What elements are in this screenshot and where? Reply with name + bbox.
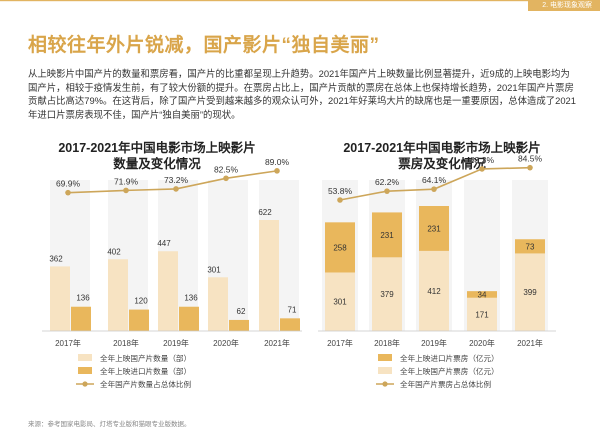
- left-bar-domestic-label: 402: [107, 247, 121, 256]
- right-bar-domestic-label: 412: [427, 287, 441, 296]
- right-bar-import-boxoffice: [372, 212, 402, 258]
- left-x-tick-label: 2018年: [113, 338, 139, 348]
- right-bar-import-boxoffice: [515, 239, 545, 254]
- right-bar-domestic-label: 301: [333, 298, 347, 307]
- right-bar-domestic-boxoffice: [515, 253, 545, 331]
- right-x-tick-label: 2020年: [469, 338, 495, 348]
- right-chart-title: 2017-2021年中国电影市场上映影片 票房及变化情况: [312, 140, 572, 172]
- left-x-tick-label: 2020年: [213, 338, 239, 348]
- right-percent-point: [479, 166, 485, 172]
- right-legend-swatch: [378, 354, 392, 361]
- right-bar-domestic-boxoffice: [419, 250, 449, 331]
- right-percent-label: 83.3%: [470, 155, 495, 165]
- left-percent-label: 69.9%: [56, 179, 81, 189]
- right-bar-import-boxoffice: [419, 206, 449, 251]
- right-bar-domestic-label: 171: [475, 310, 489, 319]
- right-percent-label: 53.8%: [328, 186, 353, 196]
- right-chart-title-line1: 2017-2021年中国电影市场上映影片: [343, 141, 541, 155]
- left-bar-domestic-label: 447: [157, 239, 171, 248]
- left-bar-import-count: [129, 309, 149, 331]
- left-percent-point: [274, 168, 280, 174]
- right-bar-import-label: 231: [380, 231, 394, 240]
- left-bar-import-count: [229, 319, 249, 331]
- left-bar-import-label: 120: [134, 297, 148, 306]
- left-bar-domestic-count: [50, 266, 70, 331]
- right-bar-domestic-boxoffice: [325, 272, 355, 331]
- left-x-tick-label: 2017年: [55, 338, 81, 348]
- right-bar-import-boxoffice: [325, 222, 355, 273]
- left-bar-import-label: 136: [184, 294, 198, 303]
- header-bar: [0, 0, 600, 2]
- right-bar-import-boxoffice: [467, 291, 497, 298]
- left-bar-import-count: [179, 306, 199, 331]
- right-bar-import-label: 34: [478, 290, 487, 299]
- left-legend-label: 全年国产片数量占总体比例: [100, 379, 192, 389]
- left-bar-domestic-count: [108, 259, 128, 331]
- right-legend-label: 全年国产片票房占总体比例: [400, 379, 492, 389]
- left-percent-point: [65, 189, 71, 196]
- left-chart-title-line1: 2017-2021年中国电影市场上映影片: [58, 141, 256, 155]
- right-bar-import-label: 231: [427, 224, 441, 233]
- left-chart-title-line2: 数量及变化情况: [113, 157, 201, 171]
- right-percent-label: 84.5%: [518, 154, 543, 164]
- right-legend-label: 全年上映进口片票房（亿元）: [400, 353, 499, 363]
- left-bar-domestic-count: [158, 251, 178, 331]
- left-bar-import-count: [71, 306, 91, 331]
- right-percent-point: [527, 164, 533, 171]
- right-x-tick-label: 2017年: [327, 338, 353, 348]
- right-legend-swatch: [378, 367, 392, 374]
- page-title: 相较往年外片锐减，国产影片“独自美丽”: [28, 35, 380, 56]
- left-percent-label: 73.2%: [164, 175, 189, 185]
- source-note: 来源：参考国家电影局、灯塔专业版和猫眼专业版数据。: [28, 421, 191, 428]
- intro-paragraph: 从上映影片中国产片的数量和票房看，国产片的比重都呈现上升趋势。2021年国产片上…: [28, 68, 576, 120]
- left-percent-point: [223, 175, 229, 182]
- right-x-tick-label: 2021年: [517, 338, 543, 348]
- left-legend-label: 全年上映国产片数量（部）: [100, 353, 191, 363]
- left-bar-domestic-label: 362: [49, 254, 63, 263]
- left-bar-domestic-count: [208, 277, 228, 331]
- left-bar-domestic-label: 301: [207, 265, 221, 274]
- right-chart-title-line2: 票房及变化情况: [398, 157, 486, 171]
- left-percent-label: 71.9%: [114, 176, 139, 186]
- left-bar-import-label: 62: [237, 307, 246, 316]
- left-percent-point: [123, 187, 129, 194]
- right-x-tick-label: 2018年: [374, 338, 400, 348]
- right-legend-line-dot: [382, 381, 388, 387]
- right-percent-point: [431, 186, 437, 192]
- left-percent-label: 82.5%: [214, 164, 239, 174]
- left-percent-label: 89.0%: [265, 157, 290, 167]
- right-bar-import-label: 258: [333, 243, 347, 252]
- right-percent-label: 62.2%: [375, 177, 400, 187]
- left-bar-import-label: 71: [288, 305, 297, 314]
- left-legend-swatch: [78, 367, 92, 374]
- left-x-tick-label: 2021年: [264, 338, 290, 348]
- right-bar-domestic-label: 379: [380, 290, 394, 299]
- left-x-tick-label: 2019年: [163, 338, 189, 348]
- right-x-tick-label: 2019年: [421, 338, 447, 348]
- right-bar-domestic-boxoffice: [467, 297, 497, 331]
- section-tag: 2. 电影现象观察: [528, 0, 600, 11]
- right-legend-label: 全年上映国产片票房（亿元）: [400, 366, 499, 376]
- left-bar-domestic-label: 622: [258, 208, 272, 217]
- left-legend-line-dot: [82, 381, 88, 387]
- left-bar-import-label: 136: [76, 294, 90, 303]
- left-legend-label: 全年上映进口片数量（部）: [100, 366, 191, 376]
- right-percent-point: [337, 197, 343, 203]
- left-legend-swatch: [78, 354, 92, 361]
- left-bar-import-count: [280, 318, 300, 331]
- right-bar-domestic-label: 399: [523, 288, 537, 297]
- left-bar-domestic-count: [259, 220, 279, 331]
- right-bar-import-label: 73: [526, 242, 535, 251]
- right-percent-label: 64.1%: [422, 175, 447, 185]
- right-bar-domestic-boxoffice: [372, 257, 402, 331]
- right-percent-point: [384, 188, 390, 194]
- left-percent-point: [173, 186, 179, 192]
- left-chart-title: 2017-2021年中国电影市场上映影片 数量及变化情况: [28, 140, 286, 172]
